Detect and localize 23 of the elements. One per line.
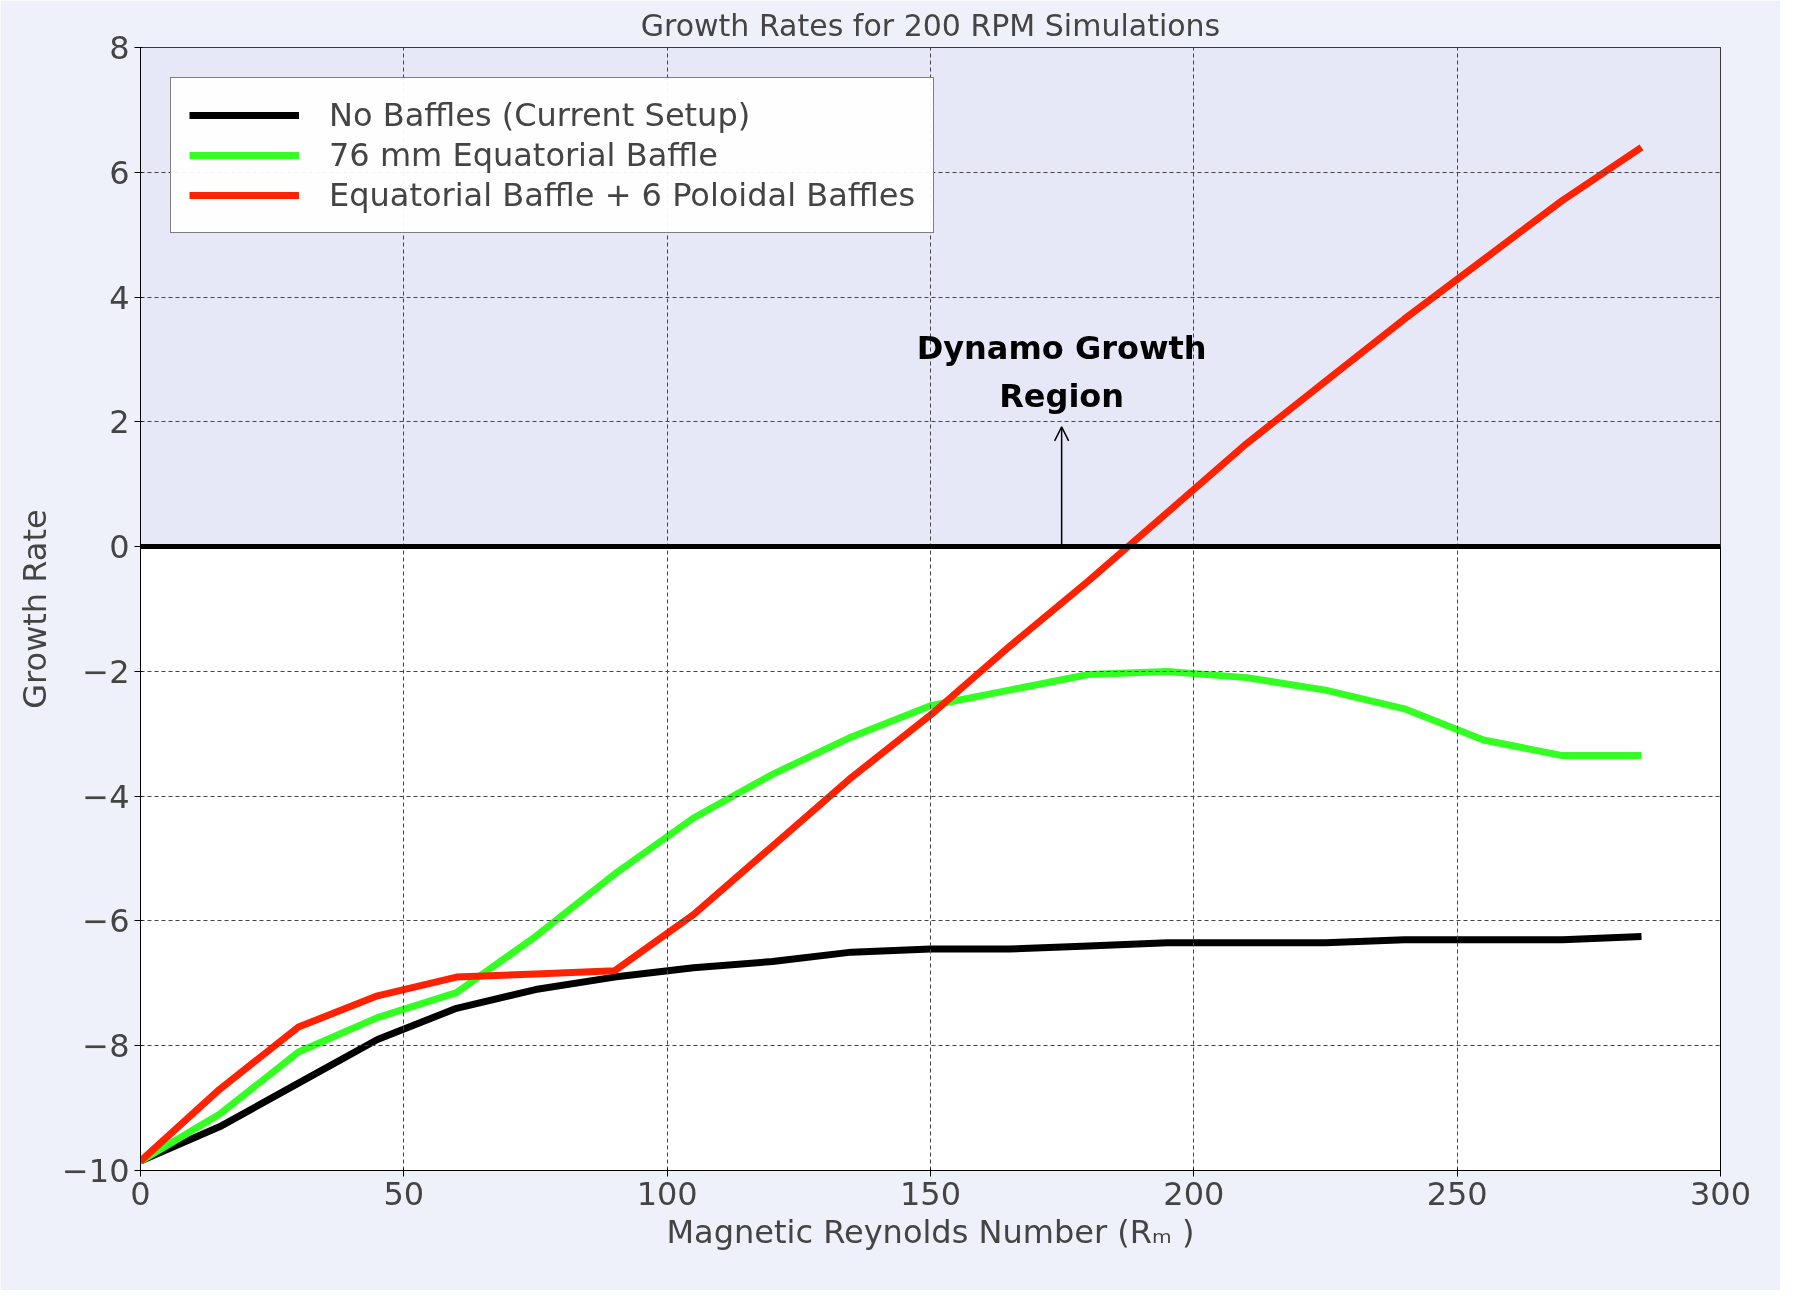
legend-label: No Baffles (Current Setup) xyxy=(329,96,751,134)
x-tick-label: 150 xyxy=(899,1174,962,1213)
legend-label: Equatorial Baffle + 6 Poloidal Baffles xyxy=(329,176,916,214)
y-tick-label: 8 xyxy=(109,29,130,67)
x-axis-title: Magnetic Reynolds Number (Rₘ ) xyxy=(666,1212,1195,1251)
y-tick-label: −6 xyxy=(82,902,130,941)
y-tick-label: −2 xyxy=(82,652,130,691)
y-tick-label: 0 xyxy=(109,528,130,567)
y-tick-label: −10 xyxy=(61,1152,130,1190)
y-tick-label: 4 xyxy=(109,278,130,317)
legend-label: 76 mm Equatorial Baffle xyxy=(329,136,718,174)
y-tick-label: −4 xyxy=(82,777,130,816)
y-tick-label: −8 xyxy=(82,1027,130,1066)
x-tick-label: 300 xyxy=(1689,1174,1752,1213)
x-tick-label: 200 xyxy=(1163,1174,1225,1213)
y-tick-label: 2 xyxy=(109,403,130,442)
band-label: Dynamo Growth Region xyxy=(916,329,1207,415)
y-axis-title: Growth Rate xyxy=(15,509,54,709)
x-tick-label: 50 xyxy=(383,1174,425,1213)
x-tick-label: 250 xyxy=(1426,1174,1488,1213)
x-tick-label: 100 xyxy=(636,1174,698,1213)
y-tick-label: 6 xyxy=(109,153,130,192)
chart-title: Growth Rates for 200 RPM Simulations xyxy=(640,7,1221,43)
